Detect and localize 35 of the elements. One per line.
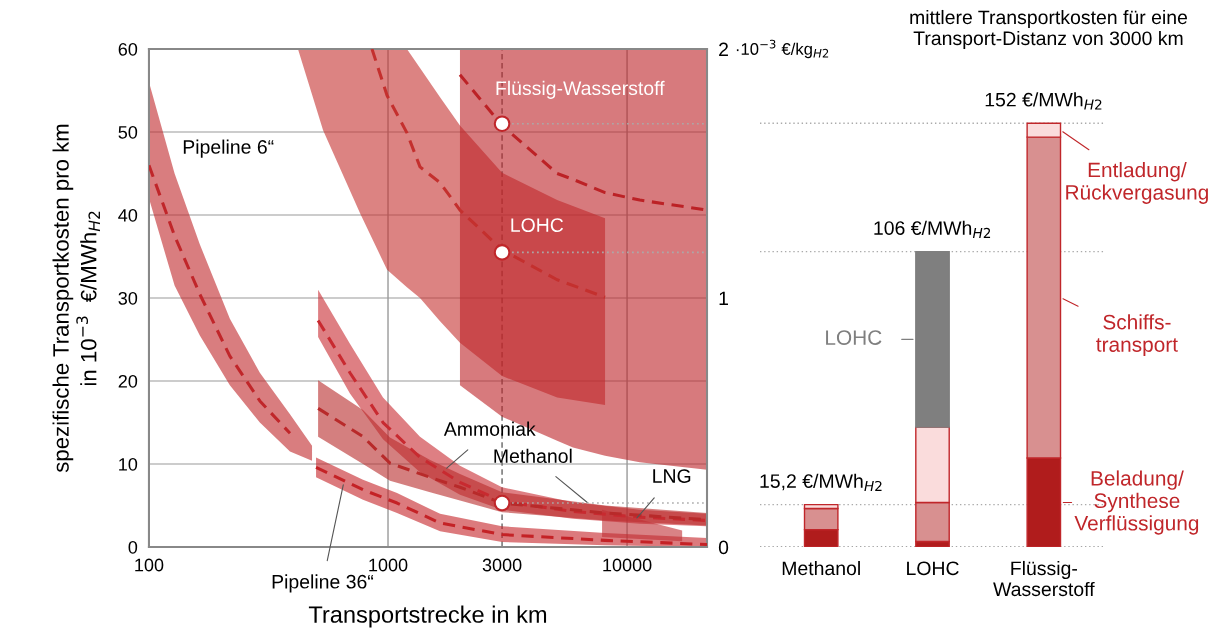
y-tick-label: 50 xyxy=(118,125,138,139)
y-axis-title: spezifische Transportkosten pro km in 10$^{−3}$ €/MWh$_{H2}$ xyxy=(52,124,100,473)
annotation: Pipeline 36“ xyxy=(272,574,374,593)
x-tick-label: LOHC xyxy=(907,561,959,576)
y2-tick-label: 2 xyxy=(719,42,728,57)
series-label: Beladung/ Synthese Verflüssigung xyxy=(1074,470,1199,535)
total-label: 15,2 €/MWh$_{H2}$ xyxy=(760,473,882,491)
y-tick-label: 30 xyxy=(118,291,138,305)
annotation: LNG xyxy=(653,469,691,483)
y2-tick-label: 0 xyxy=(718,540,729,555)
y2-axis-title: ·10$^{−3}$ €/kg$_{H2}$ xyxy=(736,39,829,59)
x-tick-label: 100 xyxy=(135,558,164,572)
series-label: Schiffs- transport xyxy=(1096,314,1178,357)
x-tick-label: 10000 xyxy=(603,558,652,572)
annotation: Flüssig-Wasserstoff xyxy=(496,80,665,99)
total-label: 152 €/MWh$_{H2}$ xyxy=(985,92,1102,110)
series-label: Entladung/ Rückvergasung xyxy=(1066,162,1208,204)
legend-label: LOHC xyxy=(826,330,882,345)
annotation: Methanol xyxy=(494,448,572,463)
y-tick-label: 40 xyxy=(118,208,138,222)
annotation: LOHC xyxy=(511,218,564,233)
y-tick-label: 60 xyxy=(118,42,138,56)
y-tick-label: 20 xyxy=(118,374,138,388)
annotation: Ammoniak xyxy=(443,421,536,436)
chart-title: mittlere Transportkosten für eine Transport-Distanz von 3000 km xyxy=(910,9,1188,50)
y-tick-label: 0 xyxy=(128,540,138,554)
x-axis-title: Transportstrecke in km xyxy=(308,605,547,628)
y-tick-label: 10 xyxy=(119,457,138,471)
x-tick-label: Methanol xyxy=(782,560,860,576)
y2-tick-label: 1 xyxy=(719,291,728,306)
x-tick-label: 3000 xyxy=(482,558,522,572)
x-tick-label: 1000 xyxy=(369,558,408,572)
x-tick-label: Flüssig- Wasserstoff xyxy=(993,560,1095,597)
annotation: Pipeline 6“ xyxy=(183,139,274,158)
total-label: 106 €/MWh$_{H2}$ xyxy=(874,220,991,238)
